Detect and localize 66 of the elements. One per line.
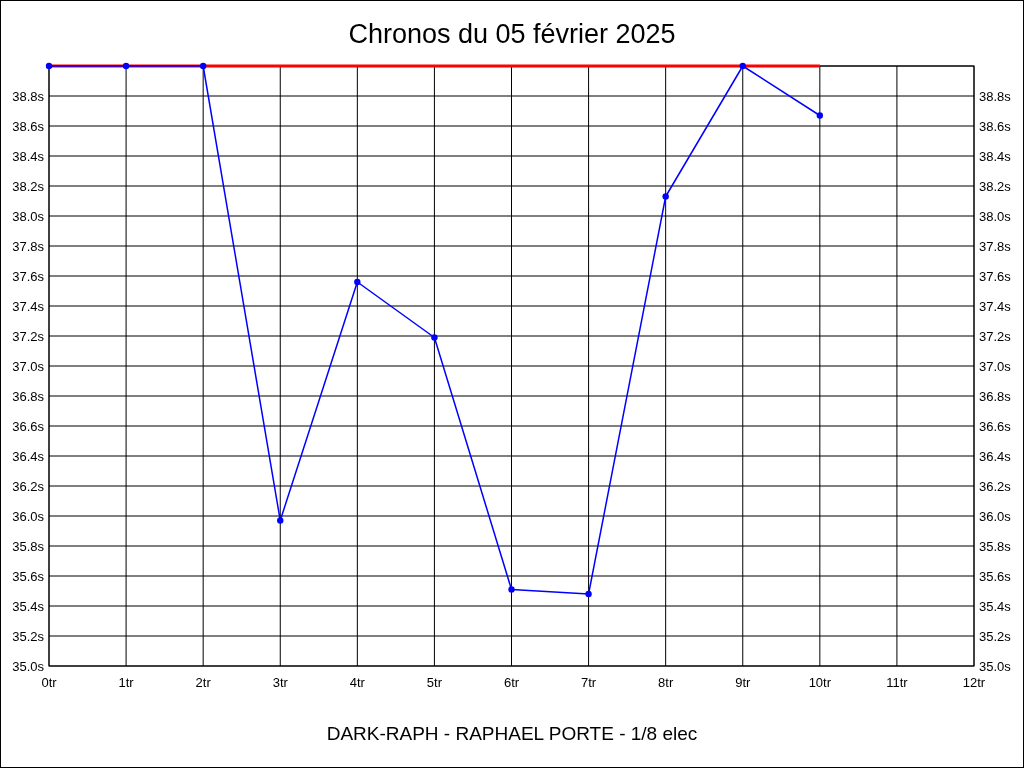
point bbox=[122, 62, 130, 70]
point bbox=[431, 334, 438, 341]
y-tick-label: 38.2s bbox=[12, 178, 45, 194]
point bbox=[45, 62, 53, 70]
y2-tick-label: 36.4s bbox=[979, 448, 1012, 464]
x-tick-label: 12tr bbox=[962, 675, 986, 690]
y2-tick-label: 35.6s bbox=[979, 568, 1012, 584]
y2-tick-label: 37.8s bbox=[979, 238, 1012, 254]
y-tick-label: 37.4s bbox=[12, 298, 45, 314]
y2-tick-label: 38.4s bbox=[979, 148, 1012, 164]
y-tick-label: 37.6s bbox=[12, 268, 45, 284]
y2-tick-label: 38.0s bbox=[979, 208, 1012, 224]
point bbox=[354, 278, 361, 286]
y-tick-label: 38.0s bbox=[12, 208, 45, 224]
y-tick-label: 36.8s bbox=[12, 388, 45, 404]
y2-tick-label: 38.8s bbox=[979, 88, 1012, 104]
y-tick-label: 35.6s bbox=[12, 568, 45, 584]
y-tick-label: 38.8s bbox=[12, 88, 45, 104]
y-tick-label: 36.4s bbox=[12, 448, 45, 464]
y2-tick-label: 36.6s bbox=[979, 418, 1012, 434]
x-tick-label: 8tr bbox=[658, 675, 674, 690]
y-tick-label: 36.6s bbox=[12, 418, 45, 434]
y-tick-label: 35.8s bbox=[12, 538, 45, 554]
x-tick-label: 9tr bbox=[735, 675, 752, 690]
y2-tick-label: 35.8s bbox=[979, 538, 1012, 554]
point bbox=[277, 517, 284, 524]
y2-tick-label: 36.0s bbox=[979, 508, 1012, 524]
y2-tick-label: 35.4s bbox=[979, 598, 1012, 614]
y2-tick-label: 37.0s bbox=[979, 358, 1012, 374]
point bbox=[585, 590, 592, 598]
x-tick-label: 10tr bbox=[808, 675, 832, 690]
y-tick-label: 37.0s bbox=[12, 358, 45, 374]
y2-tick-label: 37.6s bbox=[979, 268, 1012, 284]
y-tick-label: 36.2s bbox=[12, 478, 45, 494]
y2-tick-label: 36.2s bbox=[979, 478, 1012, 494]
y2-tick-label: 37.2s bbox=[979, 328, 1012, 344]
y2-tick-label: 37.4s bbox=[979, 298, 1012, 314]
x-tick-label: 7tr bbox=[581, 675, 597, 690]
point bbox=[508, 586, 515, 593]
y-tick-label: 37.8s bbox=[12, 238, 45, 254]
y-tick-label: 35.2s bbox=[12, 628, 45, 644]
x-tick-label: 11tr bbox=[886, 675, 909, 690]
x-tick-label: 0tr bbox=[41, 675, 58, 690]
y2-tick-label: 35.0s bbox=[979, 658, 1012, 674]
y2-tick-label: 35.2s bbox=[979, 628, 1012, 644]
x-tick-label: 2tr bbox=[195, 675, 212, 690]
y2-tick-label: 36.8s bbox=[979, 388, 1012, 404]
point bbox=[199, 62, 207, 70]
x-tick-label: 1tr bbox=[118, 675, 135, 690]
x-tick-label: 5tr bbox=[426, 675, 443, 690]
y-tick-label: 38.6s bbox=[12, 118, 45, 134]
point bbox=[662, 193, 669, 200]
x-axis-title: DARK-RAPH - RAPHAEL PORTE - 1/8 elec bbox=[326, 723, 698, 744]
y2-tick-label: 38.6s bbox=[979, 118, 1012, 134]
x-tick-label: 3tr bbox=[272, 675, 289, 690]
y-tick-label: 38.4s bbox=[12, 148, 45, 164]
x-tick-label: 6tr bbox=[503, 675, 520, 690]
chart-title: Chronos du 05 février 2025 bbox=[348, 19, 676, 49]
y-tick-label: 36.0s bbox=[12, 508, 45, 524]
y2-tick-label: 38.2s bbox=[979, 178, 1012, 194]
y-tick-label: 35.4s bbox=[12, 598, 45, 614]
y-tick-label: 35.0s bbox=[12, 658, 45, 674]
point bbox=[816, 112, 824, 119]
y-tick-label: 37.2s bbox=[12, 328, 45, 344]
point bbox=[739, 62, 746, 70]
x-tick-label: 4tr bbox=[349, 675, 366, 690]
